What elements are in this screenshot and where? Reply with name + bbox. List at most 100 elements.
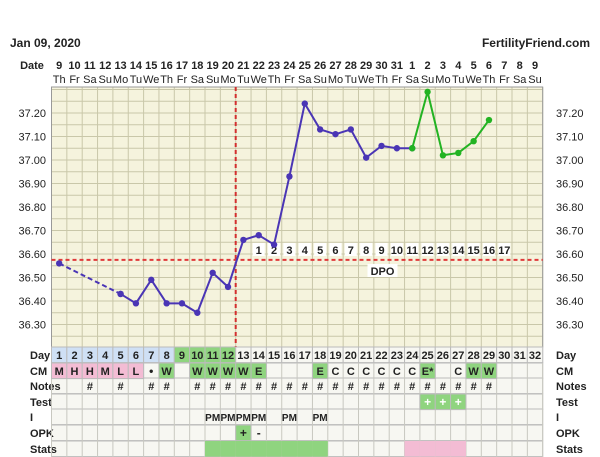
- cm-value: H: [71, 366, 79, 378]
- temperature-point: [178, 300, 186, 307]
- date-label: 20: [222, 60, 234, 72]
- y-tick-label-left: 36.50: [18, 273, 46, 285]
- dpo-number: 5: [317, 245, 323, 257]
- cycle-day-number: 7: [148, 350, 154, 362]
- date-label: 28: [345, 60, 357, 72]
- temperature-point: [485, 116, 493, 124]
- cycle-day-number: 30: [498, 350, 510, 362]
- dpo-number-bg: [298, 243, 311, 256]
- cm-value: E: [316, 366, 323, 378]
- dpo-number: 17: [498, 245, 510, 257]
- y-tick-label-right: 36.50: [556, 273, 584, 285]
- cm-value: W: [192, 366, 203, 378]
- cm-value: E: [255, 366, 262, 378]
- temperature-point: [148, 276, 155, 284]
- cm-value: L: [117, 366, 124, 378]
- y-tick-label-right: 36.90: [556, 179, 584, 191]
- weekday-label: Tu: [130, 74, 142, 86]
- temperature-point: [301, 100, 308, 107]
- date-label: 8: [517, 60, 523, 72]
- date-label: 29: [360, 60, 372, 72]
- date-label: 16: [161, 60, 173, 72]
- cm-value: W: [484, 366, 495, 378]
- date-label: 5: [471, 60, 477, 72]
- row-label-right-notes: Notes: [556, 381, 587, 393]
- note-mark: #: [394, 381, 400, 393]
- weekday-label: Fr: [284, 74, 295, 86]
- cm-cell: [158, 362, 175, 380]
- stats-cell-green: [281, 441, 298, 457]
- note-mark: #: [286, 381, 292, 393]
- row-label-right-stats: Stats: [556, 444, 583, 456]
- day-cell: [526, 346, 544, 364]
- y-tick-label-left: 36.90: [18, 179, 46, 191]
- cycle-day-number: 24: [406, 350, 419, 362]
- cm-value: C: [378, 366, 386, 378]
- weekday-label: Th: [160, 74, 173, 86]
- temperature-point: [224, 283, 232, 291]
- cycle-day-number: 15: [268, 350, 280, 362]
- cycle-day-number: 21: [360, 350, 372, 362]
- date-label: 23: [268, 60, 280, 72]
- y-tick-label-left: 37.00: [18, 155, 46, 167]
- note-mark: #: [302, 381, 308, 393]
- stats-cell-green: [297, 441, 313, 457]
- cm-value: W: [161, 366, 172, 378]
- date-label: 25: [299, 60, 311, 72]
- cycle-day-number: 26: [437, 350, 449, 362]
- weekday-label: Sa: [298, 74, 312, 86]
- cm-value: C: [347, 366, 355, 378]
- date-label: 31: [391, 60, 403, 72]
- note-mark: #: [486, 381, 492, 393]
- y-tick-label-left: 37.20: [18, 108, 46, 120]
- date-label: 6: [486, 60, 492, 72]
- weekday-label: Mo: [113, 74, 128, 86]
- test-cell: [450, 393, 467, 411]
- temperature-point: [270, 241, 278, 248]
- weekday-label: Fr: [392, 74, 403, 86]
- note-mark: #: [409, 381, 415, 393]
- dpo-number-bg: [421, 243, 434, 256]
- dpo-number: 7: [348, 245, 354, 257]
- temperature-point: [424, 88, 431, 96]
- temperature-point: [409, 145, 416, 152]
- cycle-day-number: 6: [133, 350, 139, 362]
- intercourse-mark: PM: [205, 413, 220, 424]
- weekday-label: Fr: [499, 74, 510, 86]
- site-name[interactable]: FertilityFriend.com: [481, 36, 590, 50]
- dpo-number: 13: [437, 245, 449, 257]
- stats-cell-pink: [419, 441, 436, 457]
- date-label: 22: [253, 60, 265, 72]
- cm-cell: [419, 362, 436, 380]
- dpo-label: DPO: [371, 266, 395, 278]
- cycle-day-number: 20: [345, 350, 357, 362]
- cycle-day-number: 14: [253, 350, 266, 362]
- cm-value: C: [393, 366, 401, 378]
- note-mark: #: [87, 381, 93, 393]
- dpo-number-bg: [283, 243, 296, 256]
- cm-value: W: [238, 366, 249, 378]
- y-tick-label-right: 36.40: [556, 296, 584, 308]
- cycle-day-number: 28: [468, 350, 480, 362]
- y-tick-label-right: 36.30: [556, 320, 584, 332]
- row-label-right-cm: CM: [556, 366, 573, 378]
- y-tick-label-right: 36.70: [556, 226, 584, 238]
- note-mark: #: [194, 381, 200, 393]
- date-label: 19: [207, 60, 219, 72]
- dpo-number-bg: [314, 243, 327, 256]
- cm-value: C: [362, 366, 370, 378]
- cycle-day-number: 1: [56, 350, 62, 362]
- note-mark: #: [164, 381, 170, 393]
- cycle-day-number: 10: [191, 350, 203, 362]
- dpo-number-bg: [452, 243, 465, 256]
- dpo-number: 8: [363, 245, 369, 257]
- date-label: 27: [329, 60, 341, 72]
- temperature-line: [58, 262, 122, 295]
- note-mark: #: [348, 381, 354, 393]
- row-label-left-notes: Notes: [30, 381, 61, 393]
- dpo-number-bg: [406, 243, 419, 256]
- cm-value: L: [133, 366, 140, 378]
- date-label: 17: [176, 60, 188, 72]
- dpo-number: 2: [271, 245, 277, 257]
- row-label-right-opk: OPK: [556, 428, 580, 440]
